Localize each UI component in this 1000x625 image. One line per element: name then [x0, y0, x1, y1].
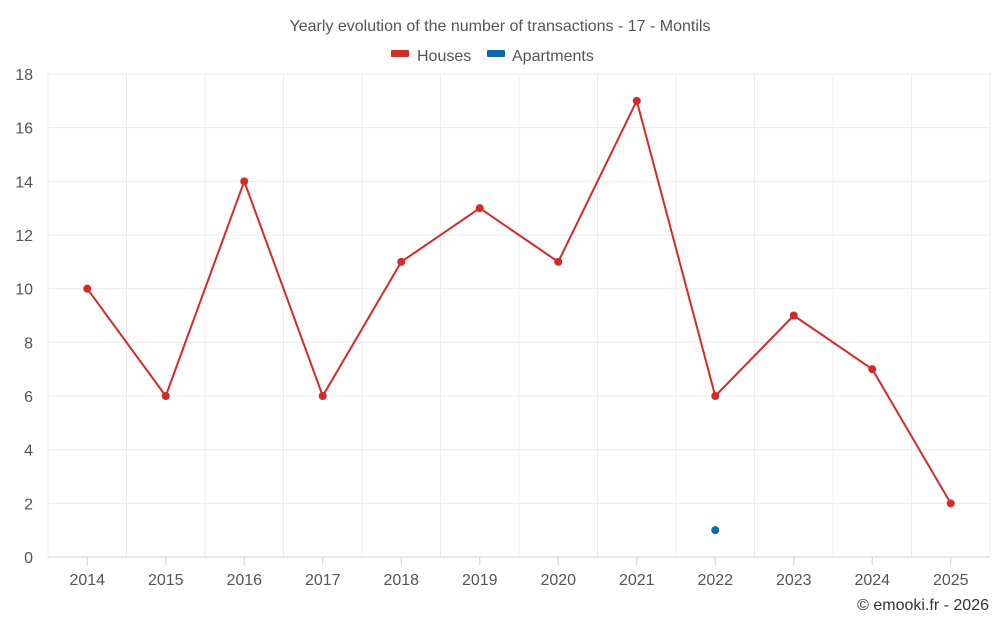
legend-item-apartments[interactable]: Apartments — [487, 48, 594, 65]
data-point-houses[interactable] — [397, 257, 406, 266]
y-tick-label: 6 — [24, 389, 33, 406]
chart-title: Yearly evolution of the number of transa… — [290, 18, 711, 35]
data-point-houses[interactable] — [632, 96, 641, 105]
y-tick-label: 0 — [24, 550, 33, 567]
legend-swatch-houses — [391, 50, 409, 57]
data-point-houses[interactable] — [868, 365, 877, 374]
x-tick-label: 2018 — [383, 572, 419, 589]
y-tick-label: 8 — [24, 335, 33, 352]
y-axis: 0 2 4 6 8 10 12 14 16 18 — [15, 67, 33, 567]
data-point-houses[interactable] — [318, 392, 327, 400]
y-tick-label: 2 — [24, 496, 33, 513]
x-tick-label: 2020 — [540, 572, 576, 589]
y-tick-label: 18 — [15, 67, 33, 84]
data-point-houses[interactable] — [83, 284, 92, 293]
series — [83, 96, 955, 535]
series-line-houses — [86, 99, 952, 504]
x-axis: 2014 2015 2016 2017 2018 2019 2020 2021 2022 2023… — [48, 556, 990, 589]
x-tick-label: 2023 — [776, 572, 812, 589]
legend-item-houses[interactable]: Houses — [391, 48, 471, 65]
y-tick-label: 16 — [15, 121, 33, 138]
data-point-houses[interactable] — [554, 257, 563, 266]
grid — [47, 73, 991, 557]
legend: Houses Apartments — [391, 48, 594, 65]
y-tick-label: 14 — [15, 174, 33, 191]
legend-label-houses: Houses — [417, 48, 471, 65]
y-tick-label: 10 — [15, 282, 33, 299]
data-point-houses[interactable] — [240, 177, 249, 186]
x-tick-label: 2017 — [305, 572, 341, 589]
legend-swatch-apartments — [487, 50, 505, 57]
data-point-houses[interactable] — [161, 392, 170, 400]
data-point-apartments[interactable] — [711, 526, 720, 535]
data-point-houses[interactable] — [711, 392, 720, 400]
legend-label-apartments: Apartments — [512, 48, 594, 65]
x-tick-label: 2022 — [697, 572, 733, 589]
y-tick-label: 4 — [24, 443, 33, 460]
data-point-houses[interactable] — [789, 311, 798, 320]
x-tick-label: 2019 — [462, 572, 498, 589]
x-tick-label: 2025 — [933, 572, 969, 589]
data-point-houses[interactable] — [946, 499, 955, 508]
x-tick-label: 2014 — [69, 572, 105, 589]
data-point-houses[interactable] — [475, 204, 484, 213]
credit-text: © emooki.fr - 2026 — [857, 597, 989, 614]
x-tick-label: 2021 — [619, 572, 655, 589]
x-tick-label: 2024 — [854, 572, 890, 589]
x-tick-label: 2015 — [148, 572, 184, 589]
y-tick-label: 12 — [15, 228, 33, 245]
x-tick-label: 2016 — [226, 572, 262, 589]
